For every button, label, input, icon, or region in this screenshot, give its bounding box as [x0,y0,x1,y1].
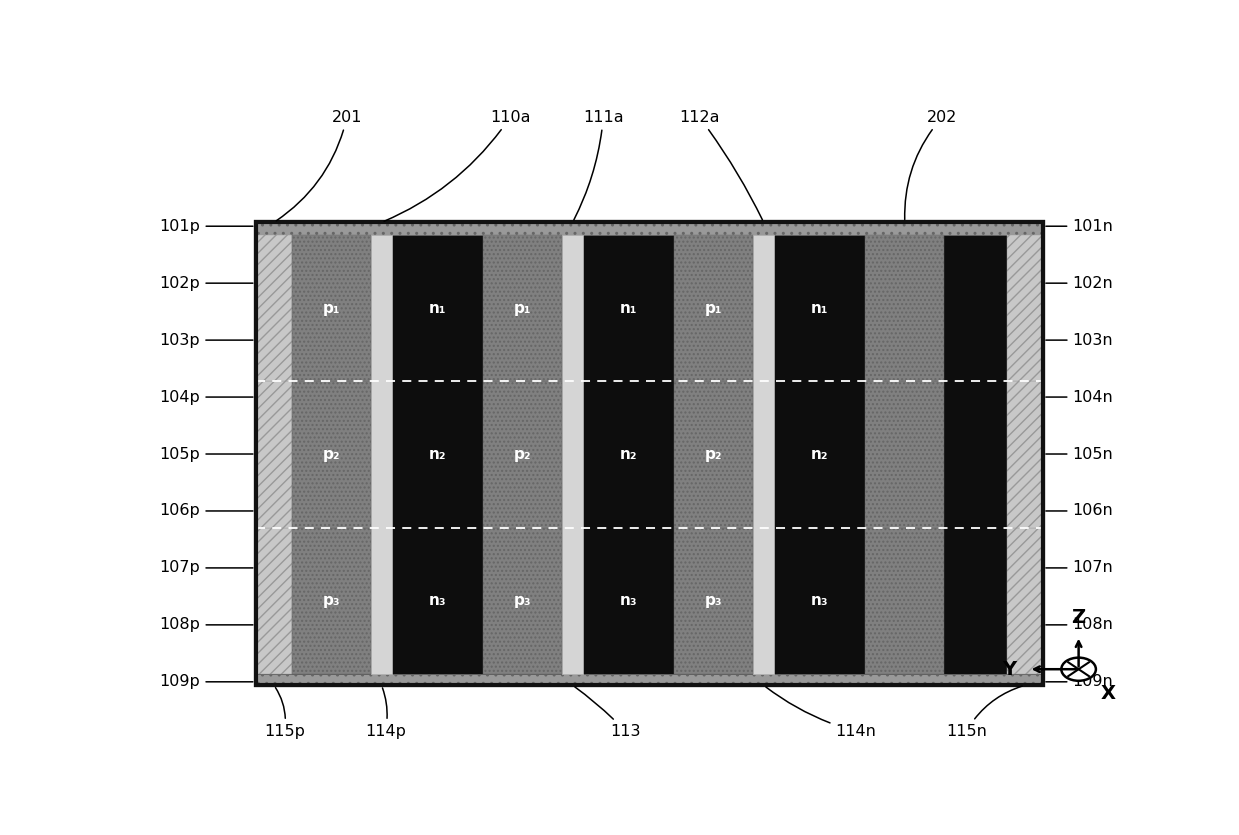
Bar [370,235,392,674]
Text: 114p: 114p [366,688,405,739]
Text: p₂: p₂ [323,447,341,462]
Text: p₃: p₃ [322,593,341,608]
Text: 104n: 104n [1046,390,1113,405]
Text: 112a: 112a [679,109,762,220]
Text: n₃: n₃ [620,593,638,608]
Text: 109p: 109p [160,675,253,690]
Circle shape [1062,658,1097,681]
Bar [563,235,584,674]
Bar [674,382,753,528]
Text: 105p: 105p [160,447,253,462]
Bar [1006,382,1043,528]
Bar [674,528,753,674]
Bar [1006,528,1043,674]
Text: n₂: n₂ [429,447,446,462]
Text: n₁: n₁ [620,301,638,316]
Text: p₁: p₁ [514,301,532,316]
Text: 102n: 102n [1046,276,1113,291]
Text: 105n: 105n [1046,447,1113,462]
Bar [483,528,563,674]
Text: 115n: 115n [945,686,1022,739]
Bar [483,235,563,382]
Bar [292,528,370,674]
Text: p₂: p₂ [514,447,532,462]
Text: 107n: 107n [1046,560,1113,575]
Text: p₁: p₁ [705,301,722,316]
Text: 108p: 108p [160,617,253,632]
Bar [1006,235,1043,382]
Bar [255,222,1043,686]
Bar [866,382,944,528]
Text: Z: Z [1072,609,1085,627]
Bar [255,235,292,382]
Text: 113: 113 [575,687,641,739]
Text: 115p: 115p [264,687,305,739]
Text: 101n: 101n [1046,219,1113,234]
Text: 106n: 106n [1046,504,1113,519]
Text: 202: 202 [904,109,958,220]
Bar [292,382,370,528]
Bar [483,382,563,528]
Text: p₃: p₃ [514,593,532,608]
Bar [255,222,1043,235]
Bar [255,382,292,528]
Text: 110a: 110a [384,109,530,221]
Text: 103n: 103n [1046,332,1113,347]
Bar [753,235,774,674]
Text: 109n: 109n [1046,675,1113,690]
Text: 201: 201 [276,109,362,220]
Text: n₃: n₃ [429,593,446,608]
Text: n₃: n₃ [812,593,829,608]
Bar [255,674,1043,686]
Text: 101p: 101p [160,219,253,234]
Bar [255,528,292,674]
Text: 107p: 107p [160,560,253,575]
Text: 106p: 106p [160,504,253,519]
Text: 102p: 102p [160,276,253,291]
Text: X: X [1100,684,1115,703]
Bar [866,528,944,674]
Text: Y: Y [1002,660,1016,679]
Bar [292,235,370,382]
Bar [674,235,753,382]
Bar [866,235,944,382]
Text: p₂: p₂ [705,447,722,462]
Bar [255,222,1043,686]
Text: 111a: 111a [574,109,623,220]
Text: 104p: 104p [160,390,253,405]
Text: n₁: n₁ [429,301,446,316]
Text: 114n: 114n [766,687,876,739]
Text: p₁: p₁ [323,301,341,316]
Text: n₂: n₂ [812,447,829,462]
Text: n₁: n₁ [812,301,829,316]
Text: p₃: p₃ [705,593,722,608]
Text: 108n: 108n [1046,617,1113,632]
Text: n₂: n₂ [620,447,638,462]
Text: 103p: 103p [160,332,253,347]
